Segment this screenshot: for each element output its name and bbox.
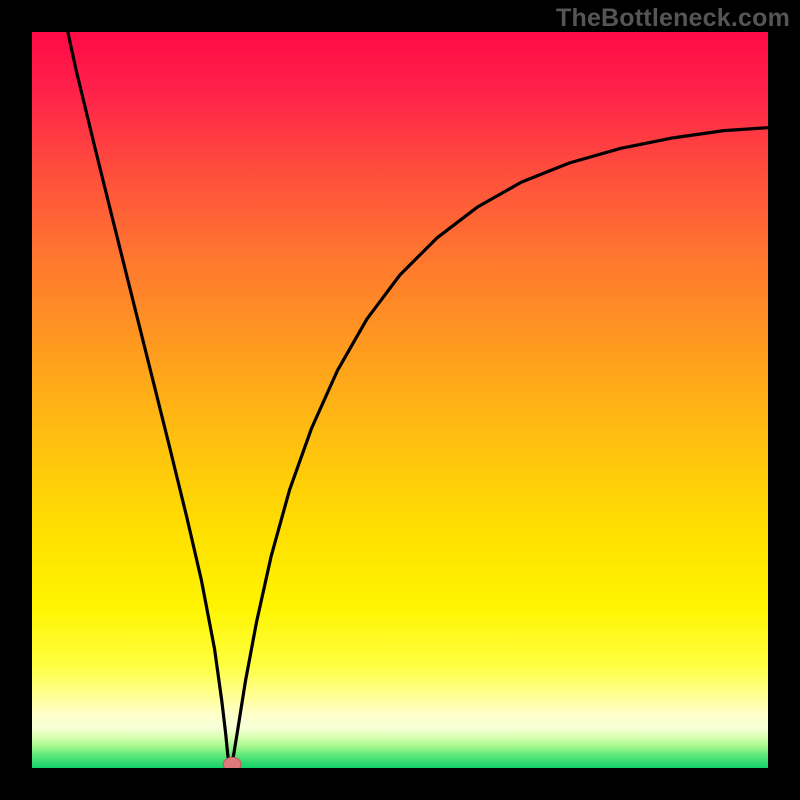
plot-area	[32, 32, 768, 768]
watermark-text: TheBottleneck.com	[556, 4, 790, 33]
minimum-marker	[223, 757, 241, 768]
bottleneck-curve-chart	[32, 32, 768, 768]
